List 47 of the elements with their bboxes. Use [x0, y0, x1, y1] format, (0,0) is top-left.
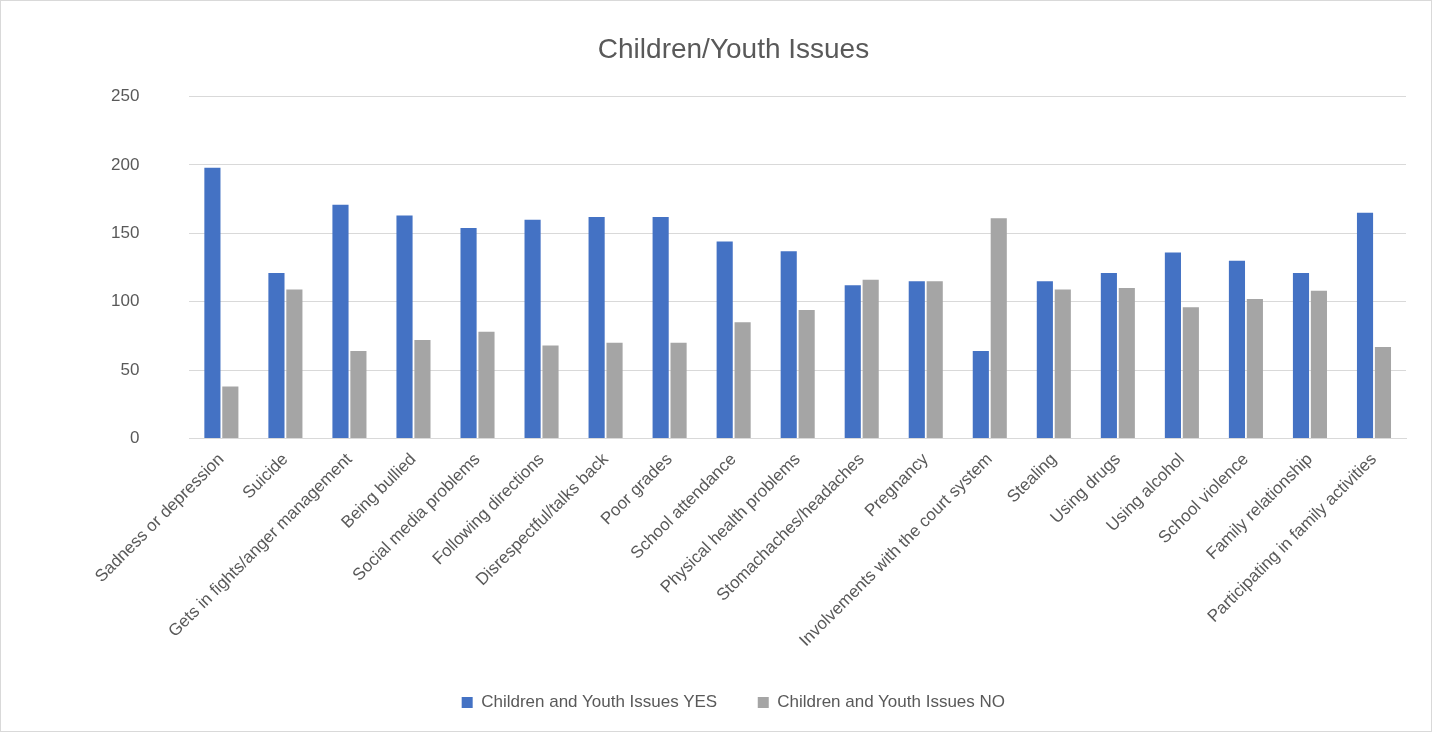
- y-tick-label: 150: [110, 223, 140, 243]
- bar: [972, 350, 989, 439]
- bar: [908, 281, 925, 439]
- bar: [204, 167, 221, 439]
- bar: [844, 285, 861, 439]
- bar: [734, 322, 751, 439]
- bar: [268, 273, 285, 439]
- bar: [1036, 281, 1053, 439]
- bar: [606, 342, 623, 439]
- y-tick-label: 200: [110, 154, 140, 174]
- bar: [1054, 289, 1071, 439]
- bar: [396, 215, 413, 439]
- y-tick-label: 250: [110, 86, 140, 106]
- bar: [1292, 273, 1310, 439]
- bar: [350, 350, 367, 439]
- bar: [1164, 252, 1181, 439]
- bar: [1100, 273, 1117, 439]
- bar: [286, 289, 303, 439]
- bar: [798, 309, 815, 439]
- bar: [1374, 346, 1392, 439]
- y-tick-label: 50: [120, 359, 140, 379]
- bar: [542, 345, 559, 439]
- y-tick-label: 0: [129, 428, 140, 448]
- bar: [990, 218, 1007, 439]
- bar: [652, 216, 669, 439]
- bar: [1310, 290, 1327, 439]
- bar: [670, 342, 687, 439]
- chart-title: Children/Youth Issues: [597, 32, 870, 64]
- bar: [460, 227, 477, 439]
- bar: [588, 216, 605, 439]
- bar: [478, 331, 495, 439]
- bar: [414, 340, 431, 439]
- bar: [716, 241, 733, 439]
- bar: [780, 251, 797, 439]
- legend-label: Children and Youth Issues NO: [777, 692, 1006, 712]
- bar: [926, 281, 943, 439]
- bar: [524, 219, 541, 439]
- bar: [1118, 288, 1135, 439]
- bar: [1228, 260, 1246, 439]
- bar: [1356, 212, 1374, 439]
- bar: [1246, 299, 1263, 439]
- bar: [1182, 307, 1199, 439]
- bar: [332, 204, 349, 439]
- bar: [862, 279, 879, 439]
- bar: [222, 386, 239, 439]
- y-tick-label: 100: [110, 291, 140, 311]
- legend-label: Children and Youth Issues YES: [481, 692, 718, 712]
